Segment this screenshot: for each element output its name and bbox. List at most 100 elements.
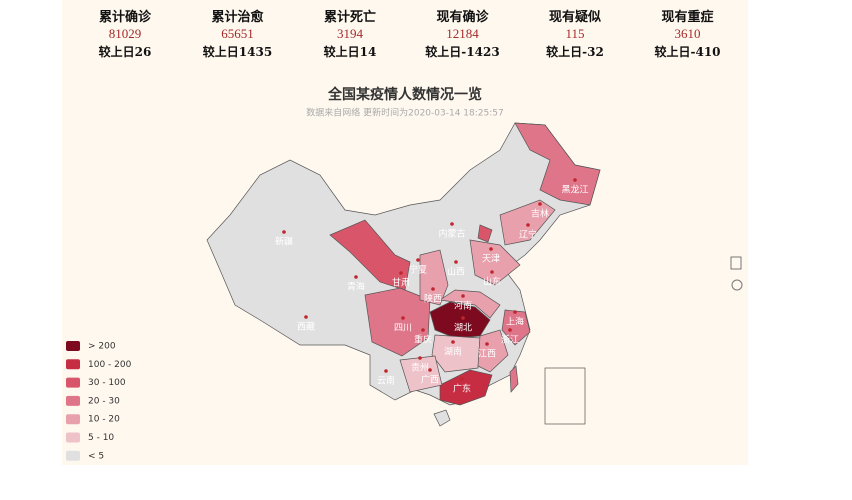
stat-label: 累计确诊 [98, 10, 151, 25]
stat-block: 现有疑似 115 较上日-32 [519, 6, 631, 60]
region-dot [454, 260, 458, 264]
region-dot [526, 223, 530, 227]
legend-label: 30 - 100 [88, 378, 126, 388]
toolbox [730, 256, 743, 291]
region-label: 贵州 [411, 362, 429, 374]
region-label: 辽宁 [519, 229, 537, 241]
region-dot [485, 342, 489, 346]
region-label: 上海 [506, 316, 524, 328]
region-shape [477, 224, 493, 243]
region-shape [501, 309, 531, 346]
region-label: 江西 [478, 349, 496, 360]
stat-change: 较上日-32 [546, 45, 604, 59]
legend-label: < 5 [88, 451, 104, 461]
region-dot [418, 356, 422, 360]
region-dot [421, 328, 425, 332]
legend-swatch [66, 377, 80, 388]
region-label: 吉林 [531, 208, 549, 220]
stat-value: 81029 [108, 26, 142, 41]
stat-label: 现有确诊 [436, 10, 489, 25]
stat-label: 现有疑似 [548, 10, 601, 25]
region-label: 四川 [394, 324, 412, 334]
region-label: 西藏 [297, 321, 315, 333]
stat-value: 3610 [674, 26, 701, 41]
map-title: 全国某疫情人数情况一览 [327, 86, 482, 103]
region-shape [431, 334, 481, 373]
stat-change: 较上日-1423 [425, 45, 500, 59]
region-shape [433, 409, 451, 427]
stat-label: 累计治愈 [211, 10, 264, 25]
region-label: 甘肃 [392, 277, 410, 289]
restore-icon[interactable] [731, 279, 743, 291]
region-dot [354, 275, 358, 279]
region-label: 内蒙古 [438, 228, 465, 240]
stat-label: 现有重症 [661, 10, 714, 25]
region-label: 新疆 [275, 236, 293, 248]
stat-value: 65651 [221, 26, 254, 41]
region-dot [450, 222, 454, 226]
legend-swatch [66, 395, 80, 406]
region-label: 重庆 [414, 334, 432, 346]
stat-change: 较上日14 [323, 45, 377, 59]
region-label: 黑龙江 [561, 184, 588, 196]
stat-value: 3194 [337, 26, 363, 41]
region-shape [477, 329, 509, 373]
legend-swatch [66, 341, 80, 351]
stat-block: 累计确诊 81029 较上日26 [69, 6, 181, 60]
map-shapes [206, 122, 601, 427]
region-dot [573, 178, 577, 182]
south-sea-inset [544, 367, 586, 425]
stat-block: 累计治愈 65651 较上日1435 [182, 6, 294, 60]
region-label: 宁夏 [409, 264, 427, 276]
stat-block: 现有确诊 12184 较上日-1423 [407, 6, 519, 60]
region-dot [489, 247, 493, 251]
region-label: 湖北 [454, 323, 472, 334]
legend-swatch [66, 414, 80, 425]
legend-label: > 200 [88, 342, 116, 352]
region-dot [461, 294, 465, 298]
region-dot [304, 315, 308, 319]
region-dot [428, 368, 432, 372]
region-dot [451, 340, 455, 344]
region-shape [514, 122, 601, 206]
stat-change: 较上日-410 [654, 45, 721, 59]
map-subtitle: 数据来自网络 更新时间为2020-03-14 18:25:57 [306, 107, 503, 119]
region-dot [399, 271, 403, 275]
region-shape [499, 199, 556, 246]
region-dot [401, 316, 405, 320]
legend-label: 100 - 200 [88, 360, 132, 370]
region-dot [416, 258, 420, 262]
region-label: 河南 [454, 300, 472, 312]
legend-swatch [66, 432, 80, 443]
stat-value: 12184 [446, 26, 479, 41]
region-label: 青海 [347, 281, 365, 293]
legend-label: 10 - 20 [88, 415, 120, 425]
region-label: 广西 [421, 374, 439, 386]
region-shape [439, 289, 501, 319]
legend-swatch [66, 450, 80, 461]
region-dot [538, 202, 542, 206]
stat-block: 累计死亡 3194 较上日14 [294, 6, 406, 60]
region-shape [399, 355, 443, 393]
stat-change: 较上日26 [98, 45, 152, 59]
legend-swatch [66, 359, 80, 370]
region-dot [460, 377, 464, 381]
region-dot [461, 316, 465, 320]
region-dot [431, 287, 435, 291]
region-label: 陕西 [424, 293, 442, 305]
region-shape [429, 301, 491, 339]
region-dot [384, 369, 388, 373]
region-label: 湖南 [444, 346, 462, 358]
region-shape [364, 287, 431, 357]
data-view-icon[interactable] [730, 256, 742, 270]
region-label: 浙江 [501, 334, 519, 346]
region-label: 天津 [482, 254, 500, 265]
region-label: 山西 [447, 267, 465, 278]
region-label: 山东 [483, 276, 501, 288]
region-dot [508, 328, 512, 332]
region-shape [329, 219, 411, 291]
region-dot [282, 230, 286, 234]
legend-label: 5 - 10 [88, 433, 114, 443]
